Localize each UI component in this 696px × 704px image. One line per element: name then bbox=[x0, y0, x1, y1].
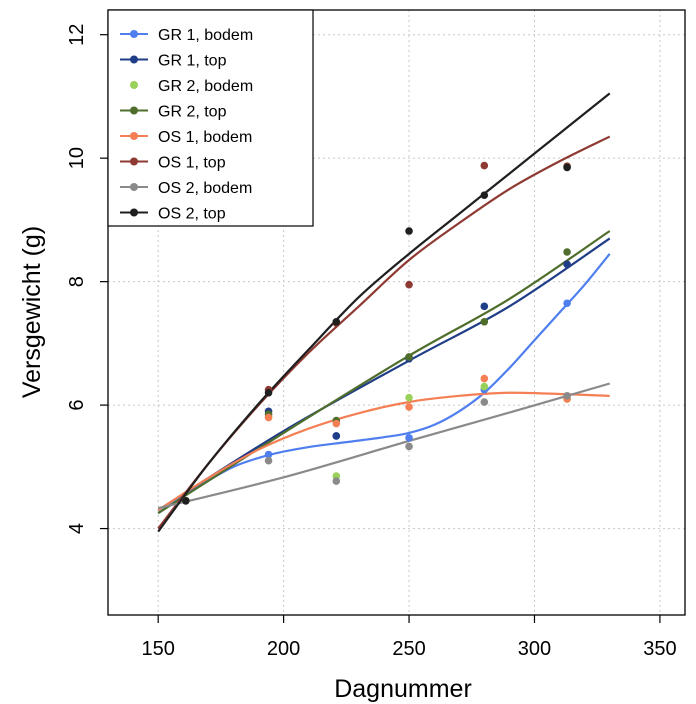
data-point bbox=[480, 302, 489, 311]
data-point bbox=[563, 299, 571, 308]
y-tick-label: 10 bbox=[66, 147, 88, 169]
legend-label: OS 1, bodem bbox=[158, 129, 252, 146]
data-point bbox=[480, 374, 489, 383]
data-point bbox=[563, 260, 571, 269]
data-point bbox=[264, 413, 273, 422]
legend-marker bbox=[130, 55, 138, 64]
data-point bbox=[332, 432, 341, 440]
legend-label: GR 2, bodem bbox=[158, 78, 253, 95]
fit-line bbox=[157, 391, 610, 511]
legend-label: GR 1, top bbox=[158, 53, 227, 70]
legend-label: OS 2, bodem bbox=[158, 180, 252, 197]
x-tick-label: 250 bbox=[392, 638, 425, 660]
data-point bbox=[480, 317, 489, 326]
legend-box bbox=[107, 9, 314, 227]
x-tick-label: 350 bbox=[643, 638, 676, 660]
x-tick-label: 200 bbox=[267, 638, 300, 660]
data-point bbox=[405, 280, 413, 289]
legend: GR 1, bodem GR 1, top GR 2, bodem GR 2, top… bbox=[107, 9, 314, 227]
data-point bbox=[405, 442, 413, 451]
legend-marker bbox=[130, 208, 138, 217]
data-point bbox=[480, 382, 489, 391]
y-tick-label: 4 bbox=[66, 523, 88, 534]
x-tick-label: 300 bbox=[518, 638, 551, 660]
data-points bbox=[181, 161, 571, 505]
data-point bbox=[480, 398, 489, 406]
data-point bbox=[405, 393, 413, 402]
data-point bbox=[332, 317, 341, 326]
data-point bbox=[264, 388, 273, 397]
fit-line bbox=[157, 230, 611, 515]
legend-label: OS 1, top bbox=[158, 155, 226, 172]
data-point bbox=[563, 163, 571, 172]
y-tick-label: 8 bbox=[66, 276, 88, 287]
legend-marker bbox=[130, 132, 138, 140]
data-point bbox=[181, 496, 190, 505]
fit-line bbox=[157, 253, 611, 515]
y-tick-label: 12 bbox=[66, 24, 88, 46]
data-point bbox=[480, 191, 489, 200]
x-tick-label: 150 bbox=[141, 638, 174, 660]
data-point bbox=[405, 403, 413, 411]
legend-label: GR 2, top bbox=[158, 104, 227, 121]
data-point bbox=[332, 419, 341, 428]
data-point bbox=[405, 353, 413, 361]
fit-line bbox=[157, 92, 611, 533]
legend-marker bbox=[130, 30, 138, 38]
legend-label: GR 1, bodem bbox=[158, 27, 253, 44]
legend-marker bbox=[130, 157, 138, 166]
y-axis-title: Versgewicht (g) bbox=[18, 226, 46, 398]
data-point bbox=[563, 248, 571, 256]
legend-marker bbox=[130, 106, 138, 115]
data-point bbox=[405, 227, 413, 235]
legend-label: OS 2, top bbox=[158, 206, 226, 223]
data-point bbox=[405, 434, 413, 442]
data-point bbox=[264, 456, 273, 465]
x-axis-title: Dagnummer bbox=[334, 675, 472, 703]
y-axis: 4 6 8 10 12 bbox=[66, 24, 108, 534]
plot-frame bbox=[107, 9, 686, 616]
data-point bbox=[480, 161, 489, 170]
legend-marker bbox=[130, 183, 138, 191]
y-tick-label: 6 bbox=[66, 400, 88, 411]
data-point bbox=[264, 450, 273, 459]
data-point bbox=[563, 392, 571, 400]
legend-marker bbox=[130, 81, 138, 89]
x-axis: 150 200 250 300 350 bbox=[141, 615, 677, 660]
data-point bbox=[332, 477, 341, 485]
